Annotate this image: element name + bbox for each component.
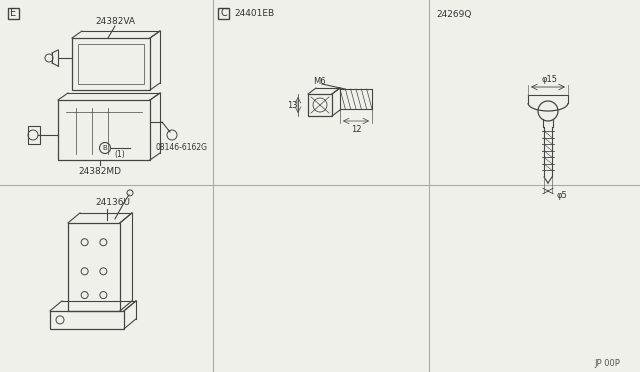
Text: 24382MD: 24382MD	[79, 167, 122, 176]
Text: 12: 12	[351, 125, 361, 134]
Text: 24382VA: 24382VA	[95, 17, 135, 26]
Text: JP 00P: JP 00P	[594, 359, 620, 369]
Text: B: B	[102, 145, 108, 151]
Bar	[58, 100, 150, 160]
Text: E: E	[10, 9, 17, 19]
Bar	[308, 94, 332, 116]
Text: 24269Q: 24269Q	[437, 10, 472, 19]
Text: φ15: φ15	[542, 76, 558, 84]
Text: (1): (1)	[115, 151, 125, 160]
Text: M6: M6	[313, 77, 326, 87]
Text: 24401EB: 24401EB	[234, 9, 274, 18]
Text: C: C	[220, 9, 227, 19]
Text: 24136U: 24136U	[95, 198, 130, 207]
Bar	[8, 8, 19, 19]
Bar	[28, 126, 40, 144]
Bar	[78, 44, 144, 84]
Text: 13: 13	[287, 100, 298, 109]
Text: 08146-6162G: 08146-6162G	[155, 142, 207, 151]
Bar	[218, 8, 229, 19]
Bar	[68, 223, 120, 311]
Bar	[50, 311, 124, 329]
Bar	[72, 38, 150, 90]
Text: φ5: φ5	[557, 190, 568, 199]
